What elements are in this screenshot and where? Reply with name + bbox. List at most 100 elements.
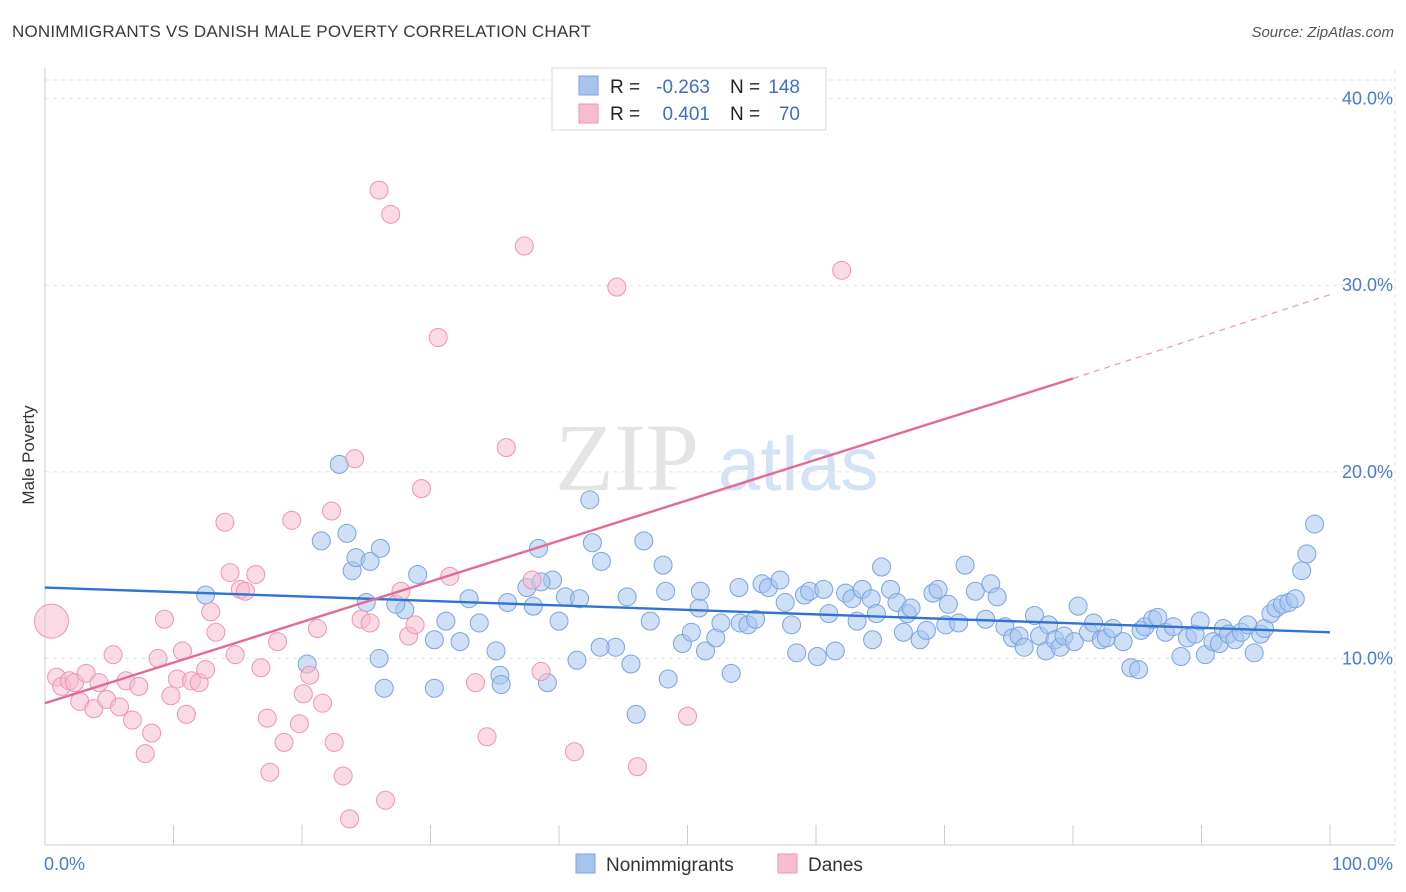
data-point: [901, 598, 921, 618]
data-point: [658, 669, 678, 689]
data-point: [656, 581, 676, 601]
data-point: [176, 704, 196, 724]
stats-legend-row-nonimmigrants: R = -0.263 N = 148: [578, 75, 800, 98]
data-point: [220, 563, 240, 583]
data-point: [376, 790, 396, 810]
data-point: [955, 555, 975, 575]
data-point: [282, 510, 302, 530]
data-point: [1244, 643, 1264, 663]
source-credit: Source: ZipAtlas.com: [1251, 24, 1394, 41]
stats-legend-r-value: -0.263: [656, 77, 710, 98]
data-point: [274, 732, 294, 752]
data-point: [369, 648, 389, 668]
data-point: [564, 742, 584, 762]
data-point: [893, 622, 913, 642]
data-point: [928, 579, 948, 599]
data-point: [369, 180, 389, 200]
data-point: [196, 660, 216, 680]
data-point: [782, 615, 802, 635]
bottom-legend: Nonimmigrants Danes: [575, 853, 863, 876]
trend-line: [44, 586, 1331, 634]
data-point: [122, 710, 142, 730]
data-point: [84, 699, 104, 719]
data-point: [424, 678, 444, 698]
data-point: [206, 622, 226, 642]
data-point: [268, 632, 288, 652]
data-point: [103, 645, 123, 665]
data-point: [549, 611, 569, 631]
y-tick-label: 10.0%: [1342, 648, 1393, 668]
data-point: [582, 533, 602, 553]
data-point: [690, 581, 710, 601]
data-point: [1190, 611, 1210, 631]
data-point: [129, 676, 149, 696]
legend-label-danes: Danes: [808, 855, 863, 876]
trend-line: [44, 377, 1074, 705]
data-point: [523, 596, 543, 616]
data-point: [374, 678, 394, 698]
data-point: [1305, 514, 1325, 534]
data-point: [428, 327, 448, 347]
data-point: [938, 594, 958, 614]
data-point: [311, 531, 331, 551]
data-point: [678, 706, 697, 726]
stats-legend-n-value: 70: [779, 104, 800, 125]
data-point: [408, 564, 428, 584]
data-point: [514, 236, 534, 256]
chart-title: NONIMMIGRANTS VS DANISH MALE POVERTY COR…: [12, 22, 592, 41]
data-point: [567, 650, 587, 670]
y-axis-title: Male Poverty: [19, 405, 38, 505]
data-point: [590, 637, 610, 657]
x-tick-label: 100.0%: [1332, 854, 1393, 874]
data-point: [486, 641, 506, 661]
data-point: [110, 697, 130, 717]
data-point: [491, 675, 511, 695]
data-point: [405, 615, 425, 635]
data-point: [196, 585, 216, 605]
stats-legend-r-value: 0.401: [662, 104, 710, 125]
data-point: [531, 661, 551, 681]
data-point: [135, 744, 155, 764]
data-point: [161, 686, 181, 706]
data-point: [607, 277, 627, 297]
data-point: [235, 581, 255, 601]
data-point: [987, 587, 1007, 607]
data-point: [381, 204, 401, 224]
x-tick-labels: 0.0% 100.0%: [44, 854, 1393, 874]
data-point: [246, 564, 266, 584]
data-point: [695, 641, 715, 661]
data-point: [814, 579, 834, 599]
data-point: [653, 555, 673, 575]
data-point: [775, 592, 795, 612]
data-point: [33, 603, 69, 639]
data-point: [522, 570, 542, 590]
data-point: [627, 757, 647, 777]
data-point: [1129, 660, 1149, 680]
trend-line-extension: [1072, 294, 1331, 380]
data-point: [863, 630, 883, 650]
data-point: [340, 809, 360, 829]
data-point: [459, 589, 479, 609]
stats-legend-n-label: N =: [730, 77, 760, 98]
data-point: [412, 479, 432, 499]
data-point: [1297, 544, 1317, 564]
data-point: [76, 663, 96, 683]
legend-swatch-danes: [777, 853, 798, 874]
data-point: [289, 714, 309, 734]
data-point: [807, 647, 827, 667]
stats-legend-n-value: 148: [768, 77, 800, 98]
data-point: [746, 609, 766, 629]
data-point: [711, 613, 731, 633]
data-point: [496, 438, 516, 458]
data-point: [872, 557, 892, 577]
data-point: [621, 654, 641, 674]
data-point: [360, 613, 380, 633]
data-point: [142, 723, 162, 743]
data-point: [634, 531, 654, 551]
data-point: [570, 589, 590, 609]
axes: [44, 68, 1395, 846]
series-nonimmigrants-points: [196, 454, 1325, 724]
data-point: [360, 551, 380, 571]
stats-legend-swatch: [578, 103, 599, 124]
